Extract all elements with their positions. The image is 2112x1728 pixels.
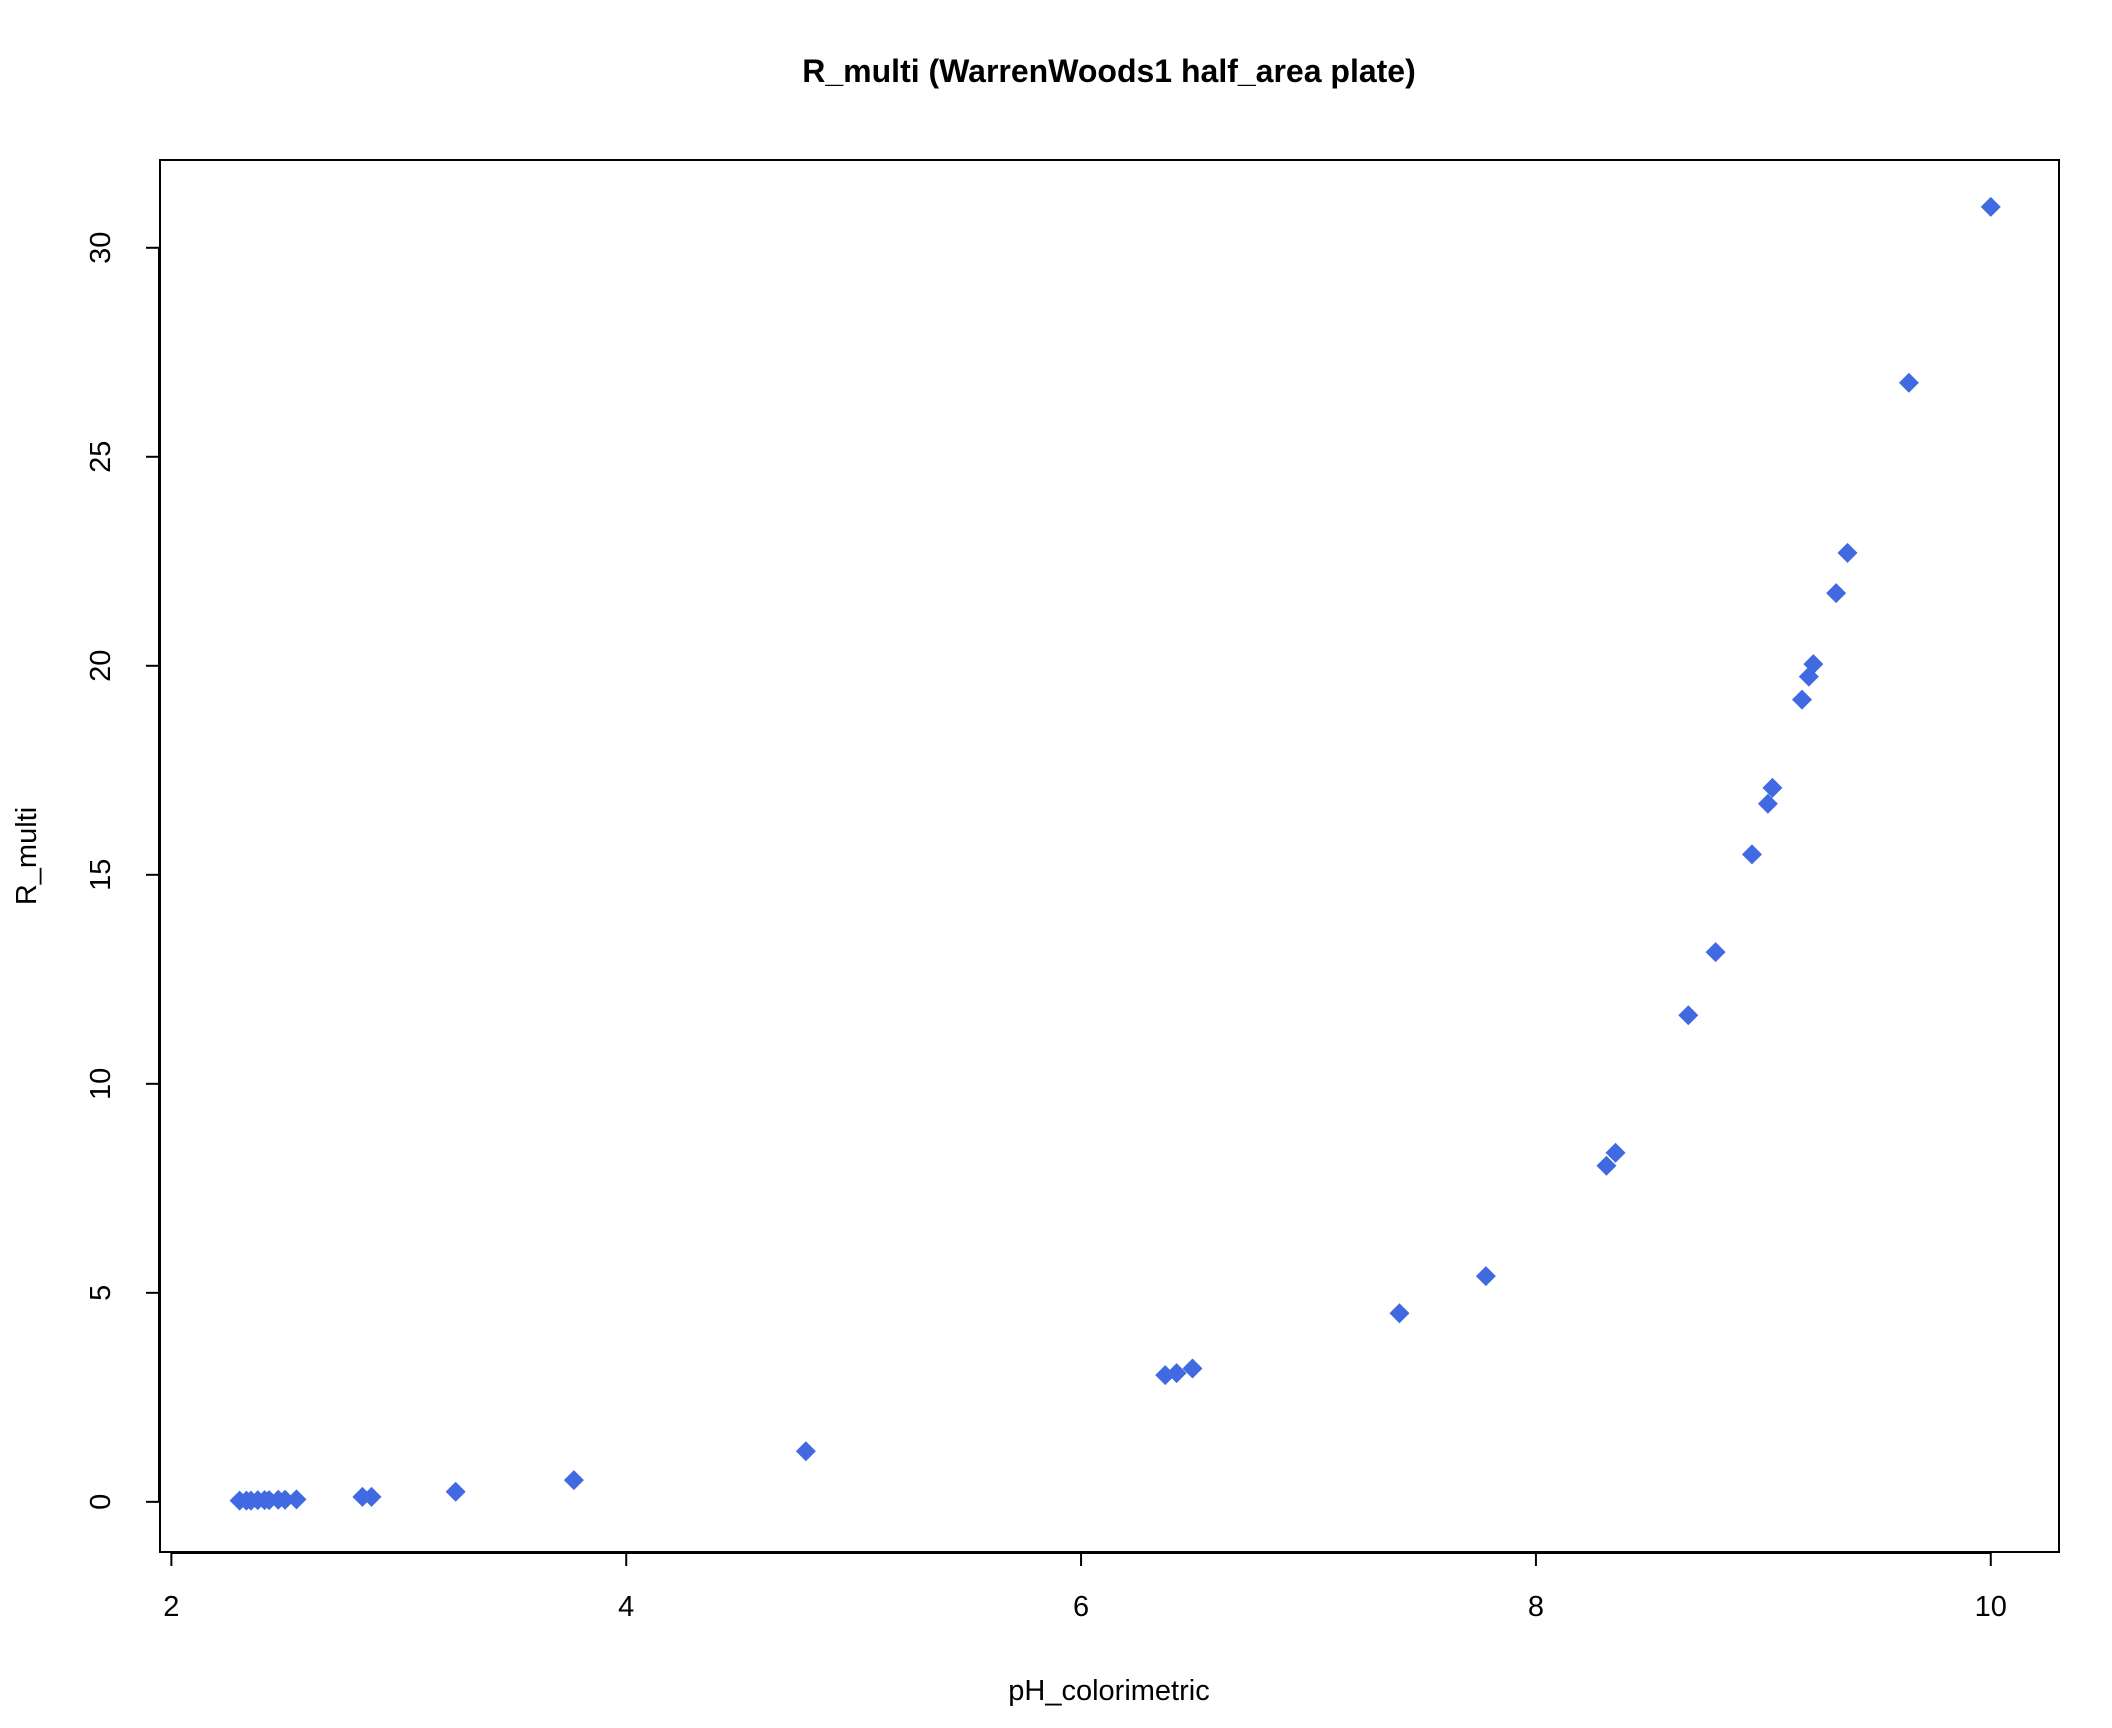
data-point [1182, 1358, 1203, 1379]
data-point [1792, 689, 1813, 710]
data-point [1605, 1142, 1626, 1163]
x-tick-label: 6 [1073, 1591, 1089, 1623]
data-point [1389, 1303, 1410, 1324]
data-point [563, 1470, 584, 1491]
x-tick-label: 4 [618, 1591, 634, 1623]
data-point [1475, 1266, 1496, 1287]
x-tick-label: 8 [1528, 1591, 1544, 1623]
data-points [229, 196, 2001, 1511]
data-point [1166, 1363, 1187, 1384]
data-point [1826, 583, 1847, 604]
y-tick-label: 5 [85, 1285, 117, 1301]
data-point [1596, 1155, 1617, 1176]
y-tick-label: 10 [85, 1068, 117, 1100]
y-axis-label: R_multi [11, 807, 43, 905]
data-point [1757, 793, 1778, 814]
y-tick-label: 20 [85, 650, 117, 682]
x-axis: 2 4 6 8 10 [163, 1552, 2007, 1623]
data-point [1803, 654, 1824, 675]
data-point [1898, 372, 1919, 393]
data-point [1762, 777, 1783, 798]
data-point [1837, 542, 1858, 563]
data-point [1705, 942, 1726, 963]
chart-title: R_multi (WarrenWoods1 half_area plate) [802, 53, 1415, 89]
y-axis: 0 5 10 15 20 25 30 [85, 232, 160, 1510]
data-point [275, 1489, 296, 1510]
x-axis-label: pH_colorimetric [1008, 1675, 1209, 1707]
data-point [286, 1489, 307, 1510]
y-tick-label: 0 [85, 1494, 117, 1510]
data-point [1741, 844, 1762, 865]
data-point [1980, 196, 2001, 217]
y-tick-label: 25 [85, 441, 117, 473]
y-tick-label: 30 [85, 232, 117, 264]
data-point [445, 1481, 466, 1502]
plot-frame [159, 159, 2060, 1553]
data-point [795, 1441, 816, 1462]
data-point [1678, 1005, 1699, 1026]
y-tick-label: 15 [85, 859, 117, 891]
data-point [361, 1486, 382, 1507]
x-tick-label: 2 [163, 1591, 179, 1623]
x-tick-label: 10 [1975, 1591, 2007, 1623]
